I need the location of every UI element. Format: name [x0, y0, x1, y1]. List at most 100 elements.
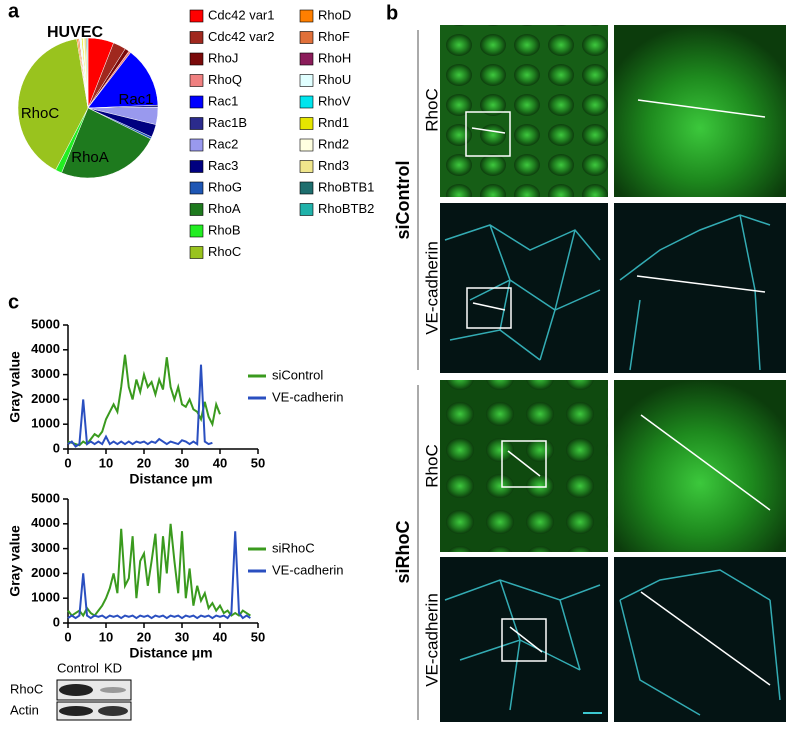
legend-swatch [189, 31, 204, 44]
row-label: Actin [10, 702, 39, 717]
x-tick-label: 10 [99, 629, 113, 644]
legend-label: Rnd2 [318, 136, 349, 151]
legend-swatch [189, 203, 204, 216]
x-tick-label: 30 [175, 629, 189, 644]
line-series [67, 364, 213, 448]
group-label: siRhoC [393, 520, 413, 583]
legend-label: RhoU [318, 72, 351, 87]
row-label: RhoC [422, 88, 441, 131]
row-label: RhoC [422, 444, 441, 487]
western-blot: Control KD RhoC Actin [10, 660, 132, 721]
y-tick-label: 1000 [31, 416, 60, 431]
legend-label: VE-cadherin [272, 389, 344, 404]
lane-label: Control [57, 660, 99, 675]
x-tick-label: 0 [64, 629, 71, 644]
legend-label: RhoH [318, 50, 351, 65]
pie-slice [61, 107, 152, 179]
legend-swatch [299, 181, 314, 195]
legend-swatch [189, 95, 204, 109]
x-axis-label: Distance μm [129, 645, 212, 661]
image [614, 557, 786, 722]
legend-swatch [299, 95, 314, 109]
pie-slice [17, 38, 89, 171]
x-axis-label: Distance μm [129, 471, 212, 487]
y-tick-label: 3000 [31, 366, 60, 381]
y-tick-label: 0 [53, 614, 60, 629]
legend-swatch [189, 9, 204, 23]
y-tick-label: 1000 [31, 590, 60, 605]
legend-label: RhoBTB2 [318, 201, 374, 216]
panel-label: b [386, 2, 398, 24]
legend-label: Rac1 [208, 93, 238, 108]
panel-label: a [8, 0, 20, 22]
legend-swatch [189, 181, 204, 195]
legend-label: VE-cadherin [272, 562, 344, 577]
legend-swatch [189, 52, 204, 66]
chart-title: HUVEC [47, 24, 103, 41]
y-tick-label: 0 [53, 440, 60, 455]
legend-swatch [299, 160, 314, 173]
legend-label: RhoD [318, 7, 351, 22]
panel-label: c [8, 291, 19, 313]
y-tick-label: 4000 [31, 341, 60, 356]
x-tick-label: 30 [175, 455, 189, 470]
legend-swatch [299, 31, 314, 44]
legend-label: siRhoC [272, 540, 315, 555]
slice-label: RhoA [71, 149, 109, 166]
legend-swatch [189, 74, 204, 87]
slice-label: RhoC [21, 105, 60, 122]
image [614, 203, 786, 373]
x-tick-label: 10 [99, 455, 113, 470]
y-tick-label: 3000 [31, 540, 60, 555]
image [440, 380, 608, 552]
x-tick-label: 0 [64, 455, 71, 470]
y-tick-label: 5000 [31, 316, 60, 331]
legend-swatch [299, 74, 314, 87]
legend-label: Rac1B [208, 115, 247, 130]
legend-swatch [299, 138, 314, 152]
legend-label: Rnd1 [318, 115, 349, 130]
legend-swatch [299, 203, 314, 216]
image [440, 557, 608, 722]
legend-swatch [189, 160, 204, 173]
pie-slice [87, 52, 159, 109]
image [440, 25, 608, 197]
legend-label: RhoJ [208, 50, 238, 65]
group-label: siControl [393, 161, 413, 240]
row-label: RhoC [10, 681, 43, 696]
legend-swatch [189, 224, 204, 238]
legend-label: RhoBTB1 [318, 179, 374, 194]
x-tick-label: 40 [213, 629, 227, 644]
legend-label: RhoC [208, 244, 241, 259]
row-label: VE-cadherin [422, 593, 441, 687]
legend-swatch [189, 117, 204, 130]
x-tick-label: 20 [137, 455, 151, 470]
legend-swatch [189, 138, 204, 152]
legend-label: RhoG [208, 179, 242, 194]
legend-label: RhoA [208, 201, 241, 216]
x-tick-label: 40 [213, 455, 227, 470]
y-tick-label: 5000 [31, 490, 60, 505]
y-axis-label: Gray value [7, 525, 23, 597]
row-label: VE-cadherin [422, 241, 441, 335]
legend-swatch [299, 52, 314, 66]
legend-label: Cdc42 var2 [208, 29, 274, 44]
x-tick-label: 50 [251, 629, 265, 644]
y-tick-label: 4000 [31, 515, 60, 530]
legend-label: RhoV [318, 93, 351, 108]
y-tick-label: 2000 [31, 565, 60, 580]
legend-label: Rac3 [208, 158, 238, 173]
legend-label: Cdc42 var1 [208, 7, 274, 22]
slice-label: Rac1 [118, 91, 153, 108]
x-tick-label: 50 [251, 455, 265, 470]
line-series [67, 523, 251, 618]
image [614, 380, 786, 552]
micrographs [417, 25, 786, 722]
legend-label: RhoB [208, 222, 241, 237]
line-series [67, 354, 221, 447]
legend-label: RhoF [318, 29, 350, 44]
legend-label: siControl [272, 367, 323, 382]
x-tick-label: 20 [137, 629, 151, 644]
legend-swatch [299, 9, 314, 23]
